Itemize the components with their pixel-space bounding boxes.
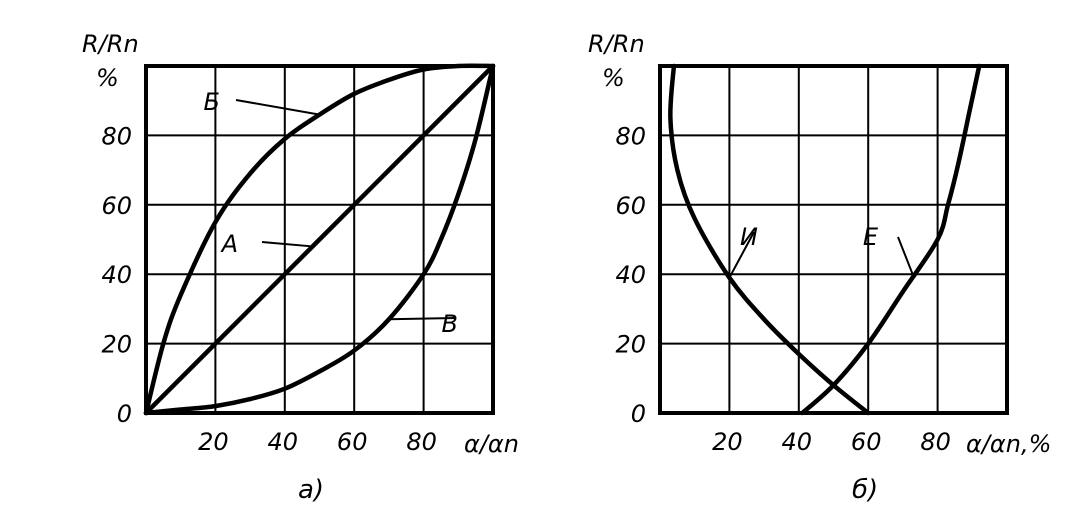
y-axis-unit: % (96, 64, 119, 92)
series-line-2 (143, 63, 496, 416)
series-label-leader (261, 241, 313, 248)
y-tick-label: 0 (631, 400, 646, 428)
y-tick-label: 40 (615, 261, 646, 289)
y-axis-label: R/Rn (588, 30, 645, 58)
plot-frame (144, 64, 495, 415)
x-tick-label: 80 (406, 428, 437, 456)
series-label-leader (235, 99, 320, 116)
y-axis-unit: % (602, 64, 625, 92)
series-label: Е (863, 223, 879, 251)
plot-frame (658, 64, 1009, 415)
series-label-leader (388, 317, 457, 321)
y-tick-label: 20 (615, 331, 646, 359)
series-line-1 (143, 63, 496, 416)
y-tick-label: 20 (101, 331, 132, 359)
y-tick-label: 60 (615, 192, 646, 220)
x-tick-label: 60 (337, 428, 368, 456)
series-label-leader (728, 231, 755, 279)
chart-panel-a: Б А В 0 20 40 60 80 20 40 60 80 R/Rn % α/αn а) (82, 30, 519, 505)
chart-panel-b: И Е 0 20 40 60 80 20 40 60 80 R/Rn % α/αn,% б) (588, 30, 1051, 505)
y-axis-label: R/Rn (82, 30, 139, 58)
series-label: И (740, 223, 758, 251)
y-tick-label: 40 (101, 261, 132, 289)
series-label: В (442, 310, 458, 338)
y-tick-label: 80 (615, 122, 646, 150)
series-label: Б (204, 88, 220, 116)
series-line-1 (668, 63, 871, 416)
series-label: А (220, 230, 238, 258)
series-line-2 (800, 63, 982, 416)
series-line-3 (143, 63, 496, 416)
x-tick-label: 40 (268, 428, 299, 456)
y-tick-label: 0 (117, 400, 132, 428)
x-tick-label: 40 (782, 428, 813, 456)
y-tick-label: 80 (101, 122, 132, 150)
x-axis-label: α/αn,% (966, 430, 1051, 458)
series-label-leader (897, 236, 915, 277)
x-axis-label: α/αn (464, 430, 519, 458)
x-tick-label: 20 (198, 428, 229, 456)
x-tick-label: 20 (712, 428, 743, 456)
panel-caption: а) (298, 475, 324, 505)
panel-caption: б) (852, 475, 878, 505)
x-tick-label: 60 (851, 428, 882, 456)
x-tick-label: 80 (920, 428, 951, 456)
y-tick-label: 60 (101, 192, 132, 220)
